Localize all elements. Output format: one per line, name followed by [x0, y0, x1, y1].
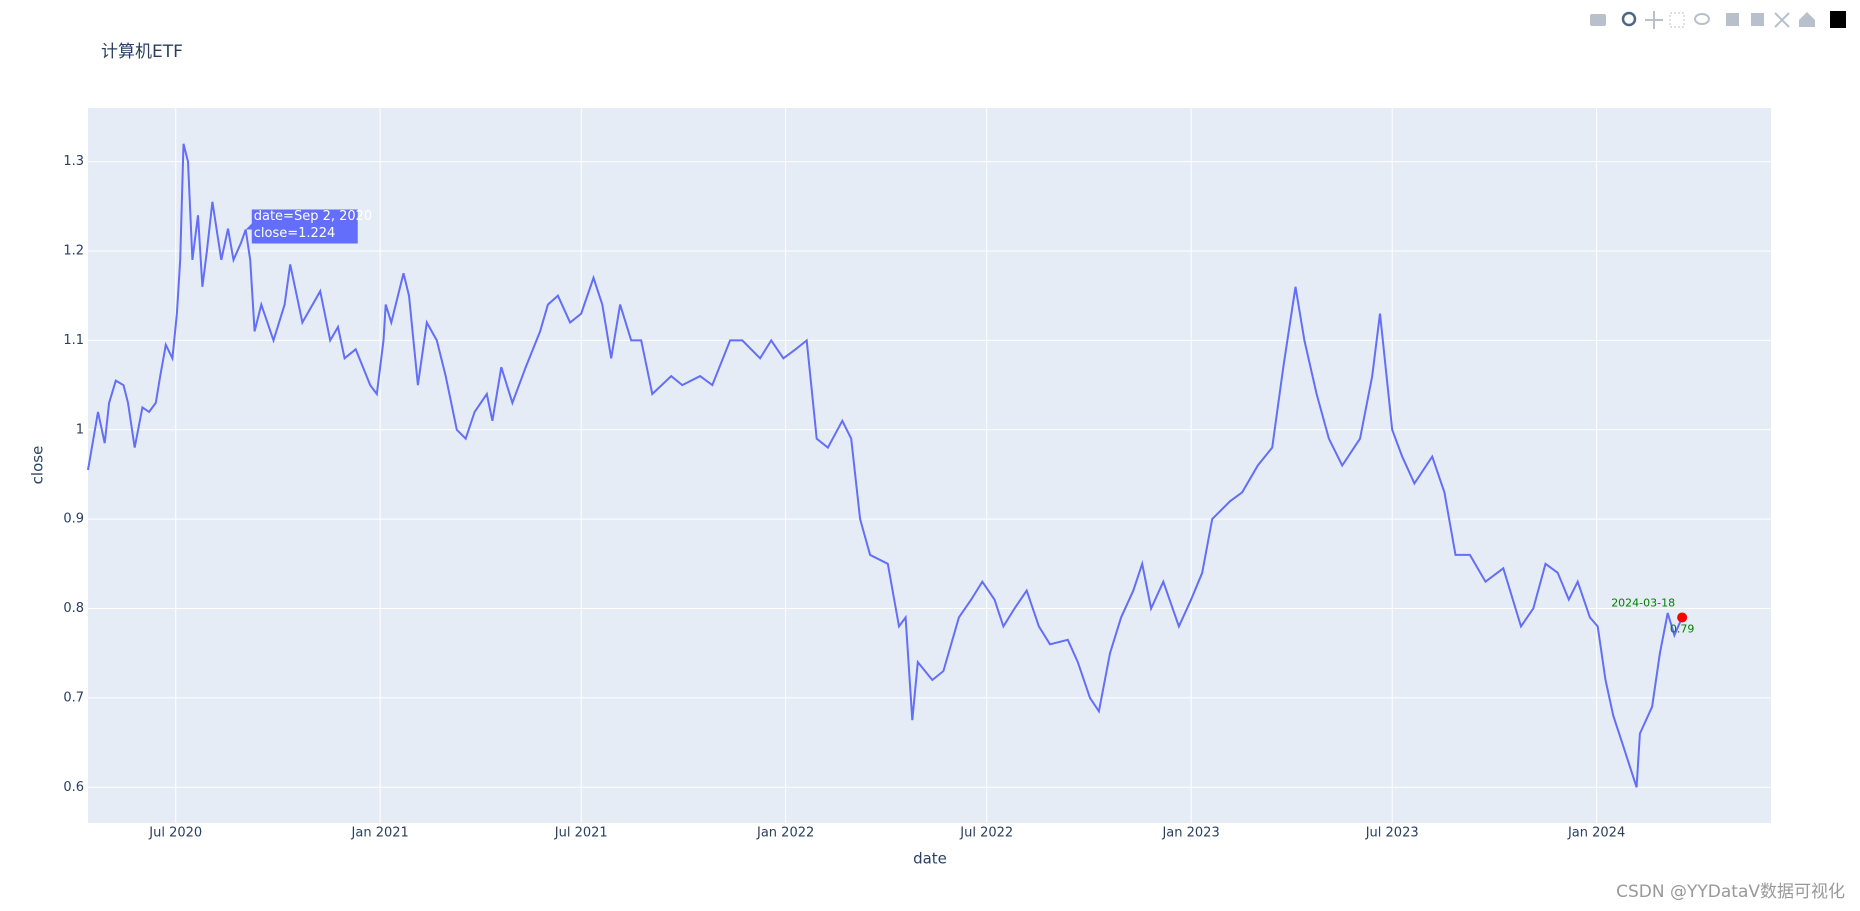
- annotation-date: 2024-03-18: [1611, 596, 1675, 609]
- y-tick-label: 0.9: [63, 512, 84, 527]
- zoom-icon[interactable]: [1621, 11, 1637, 27]
- line-series: [87, 143, 1684, 788]
- last-point-marker: [1677, 612, 1688, 623]
- plot-area: [88, 108, 1771, 823]
- reset-icon[interactable]: [1799, 12, 1815, 27]
- pan-icon[interactable]: [1645, 11, 1663, 29]
- y-tick-label: 0.8: [63, 601, 84, 616]
- x-axis-title: date: [913, 850, 947, 868]
- x-tick-label: Jul 2022: [959, 826, 1013, 841]
- y-tick-label: 1: [76, 422, 84, 437]
- y-tick-label: 0.6: [63, 780, 84, 795]
- y-axis-title: close: [29, 446, 47, 485]
- autoscale-icon[interactable]: [1774, 12, 1790, 28]
- y-tick-label: 0.7: [63, 690, 84, 705]
- chart-title: 计算机ETF: [101, 42, 183, 62]
- select-icon[interactable]: [1669, 12, 1685, 28]
- x-tick-label: Jan 2023: [1161, 826, 1219, 841]
- plotly-logo[interactable]: [1830, 11, 1846, 28]
- annotation-value: 0.79: [1670, 622, 1695, 635]
- x-tick-label: Jan 2021: [351, 826, 409, 841]
- lasso-icon[interactable]: [1694, 13, 1710, 25]
- tooltip-box: [245, 209, 358, 244]
- zoom-in-icon[interactable]: [1726, 13, 1739, 26]
- tooltip-text: close=1.224: [254, 226, 336, 241]
- x-tick-label: Jul 2023: [1365, 826, 1419, 841]
- watermark: CSDN @YYDataV数据可视化: [1616, 882, 1845, 902]
- y-tick-label: 1.1: [63, 333, 84, 348]
- y-tick-label: 1.3: [63, 154, 84, 169]
- tooltip-text: date=Sep 2, 2020: [254, 209, 372, 224]
- camera-icon[interactable]: [1590, 14, 1606, 26]
- x-tick-label: Jul 2021: [554, 826, 608, 841]
- x-tick-label: Jan 2022: [756, 826, 814, 841]
- zoom-out-icon[interactable]: [1751, 13, 1764, 26]
- x-tick-label: Jan 2024: [1567, 826, 1625, 841]
- y-tick-label: 1.2: [63, 244, 84, 259]
- x-tick-label: Jul 2020: [148, 826, 202, 841]
- modebar[interactable]: [1590, 11, 1846, 29]
